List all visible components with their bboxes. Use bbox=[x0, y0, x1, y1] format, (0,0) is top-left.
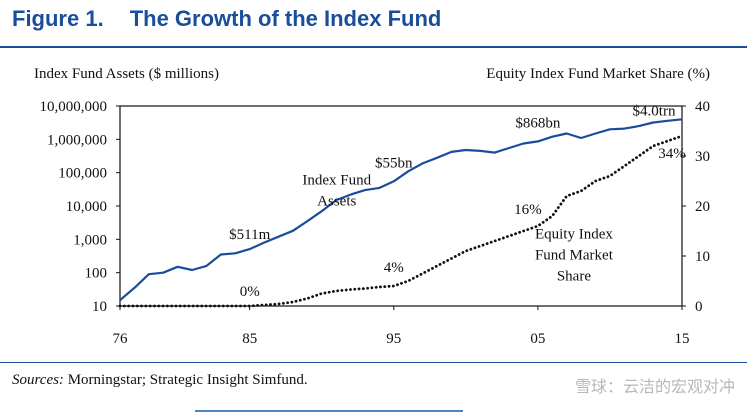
left-axis-tick-label: 10,000,000 bbox=[40, 99, 108, 115]
figure-title: Figure 1. The Growth of the Index Fund bbox=[12, 6, 441, 32]
market-share-series-line bbox=[118, 134, 684, 308]
index-fund-growth-chart: Index Fund Assets ($ millions) Equity In… bbox=[34, 66, 711, 347]
left-axis-tick-label: 1,000 bbox=[73, 232, 107, 248]
share-annotation: 16% bbox=[514, 202, 542, 218]
left-axis-tick-label: 100 bbox=[85, 266, 108, 282]
figure-number: Figure 1. bbox=[12, 6, 104, 31]
assets-annotation: $55bn bbox=[375, 155, 413, 171]
left-axis-tick-label: 100,000 bbox=[58, 166, 107, 182]
right-axis-tick-label: 0 bbox=[695, 299, 703, 315]
assets-series-label: Assets bbox=[317, 194, 356, 210]
chart-marks: 101001,00010,000100,0001,000,00010,000,0… bbox=[40, 99, 711, 347]
right-axis-tick-label: 10 bbox=[695, 249, 710, 265]
assets-series-line bbox=[119, 118, 683, 301]
assets-annotation: $868bn bbox=[515, 115, 561, 131]
sources-text: Morningstar; Strategic Insight Simfund. bbox=[67, 372, 308, 388]
right-axis-tick-label: 30 bbox=[695, 149, 710, 165]
right-axis-tick-label: 20 bbox=[695, 199, 710, 215]
figure-title-text: The Growth of the Index Fund bbox=[129, 6, 442, 31]
left-axis-label: Index Fund Assets ($ millions) bbox=[34, 66, 219, 82]
left-axis-tick-label: 10,000 bbox=[66, 199, 107, 215]
right-axis-label: Equity Index Fund Market Share (%) bbox=[486, 66, 710, 82]
right-axis-tick-label: 40 bbox=[695, 99, 710, 115]
bottom-accent-line bbox=[195, 410, 463, 412]
x-axis-tick-label: 85 bbox=[242, 331, 257, 347]
x-axis-tick-label: 15 bbox=[675, 331, 690, 347]
watermark: 雪球：云洁的宏观对冲 bbox=[574, 377, 735, 396]
share-series-label: Share bbox=[557, 269, 591, 285]
share-annotation: 0% bbox=[240, 284, 260, 300]
share-series-label: Equity Index bbox=[535, 227, 613, 243]
left-axis-tick-label: 1,000,000 bbox=[47, 132, 107, 148]
plot-frame bbox=[119, 105, 683, 307]
assets-annotation: $511m bbox=[229, 227, 270, 243]
assets-series-label: Index Fund bbox=[302, 173, 371, 189]
title-rule bbox=[0, 46, 747, 48]
x-axis-tick-label: 05 bbox=[530, 331, 545, 347]
share-annotation: 34% bbox=[658, 146, 686, 162]
sources-label: Sources: bbox=[12, 372, 64, 388]
x-axis-tick-label: 76 bbox=[113, 331, 129, 347]
share-series-label: Fund Market bbox=[535, 248, 614, 264]
x-axis-tick-label: 95 bbox=[386, 331, 401, 347]
assets-annotation: $4.0trn bbox=[633, 103, 676, 119]
bottom-rule bbox=[0, 362, 747, 363]
left-axis-tick-label: 10 bbox=[92, 299, 107, 315]
sources-note: Sources: Morningstar; Strategic Insight … bbox=[12, 372, 308, 389]
share-annotation: 4% bbox=[384, 260, 404, 276]
